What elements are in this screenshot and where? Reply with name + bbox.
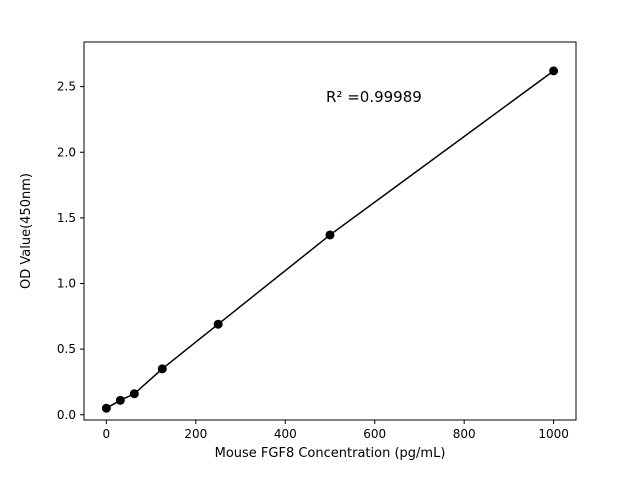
data-point — [101, 403, 111, 413]
y-tick-label: 2.0 — [57, 145, 76, 159]
y-tick-label: 1.0 — [57, 277, 76, 291]
r-squared-annotation: R² =0.99989 — [326, 88, 422, 106]
fit-line — [105, 70, 555, 409]
x-tick-label: 600 — [363, 427, 386, 441]
y-axis-label: OD Value(450nm) — [19, 173, 34, 289]
y-tick-label: 0.5 — [57, 342, 76, 356]
y-tick-label: 1.5 — [57, 211, 76, 225]
x-tick-label: 800 — [453, 427, 476, 441]
y-tick-label: 2.5 — [57, 80, 76, 94]
x-tick-label: 1000 — [538, 427, 569, 441]
data-point — [115, 395, 125, 405]
data-point — [157, 364, 167, 374]
x-tick-label: 200 — [184, 427, 207, 441]
data-point — [213, 319, 223, 329]
data-point — [129, 389, 139, 399]
x-axis-label: Mouse FGF8 Concentration (pg/mL) — [214, 446, 446, 461]
y-tick-label: 0.0 — [57, 408, 76, 422]
x-tick-label: 400 — [274, 427, 297, 441]
data-point — [325, 230, 335, 240]
data-point — [549, 66, 559, 76]
x-tick-label: 0 — [103, 427, 111, 441]
plot-frame — [83, 41, 577, 421]
